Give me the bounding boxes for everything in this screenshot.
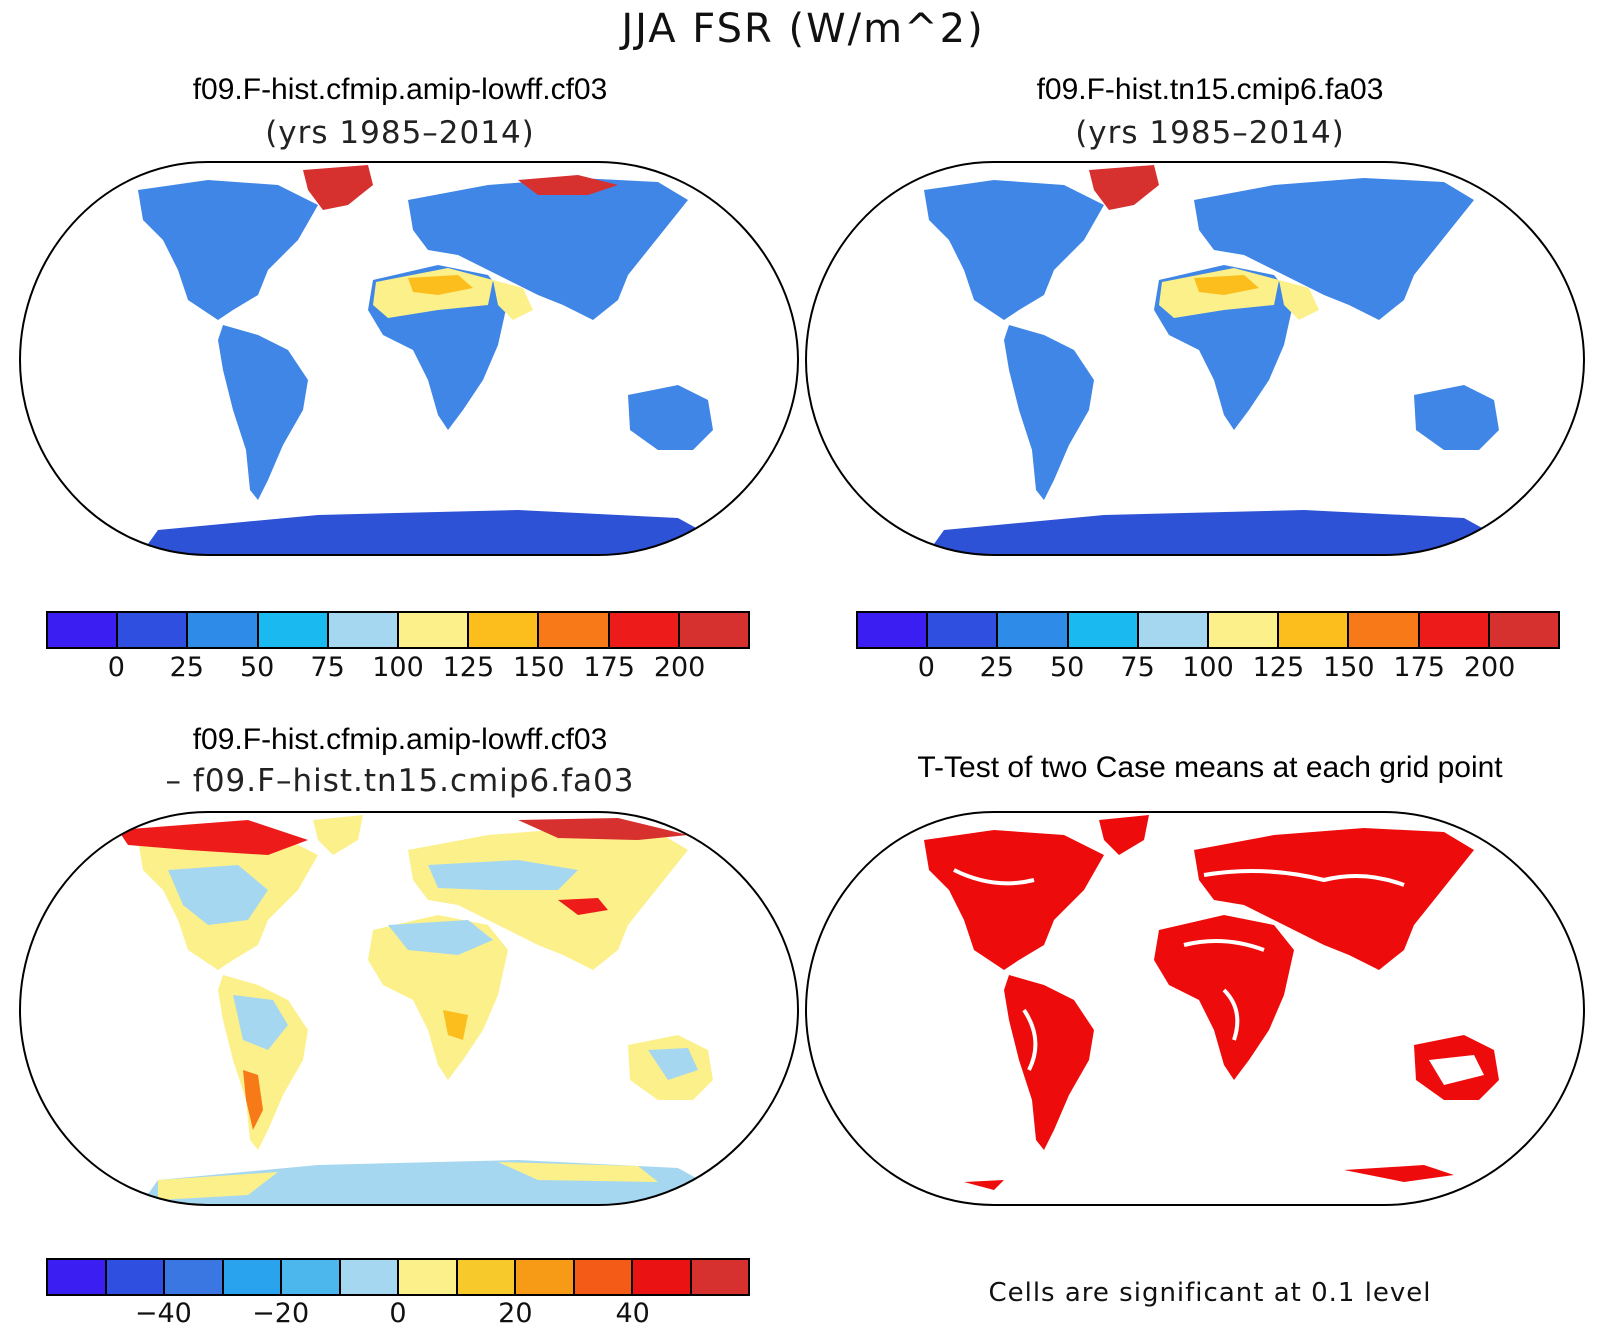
colorbar-tick-label: 25 [169,652,204,683]
colorbar-box [1068,613,1139,647]
colorbar-panel-2-labels: 0 25 50 75 100 125 150 175 200 [856,652,1560,686]
colorbar-box [539,613,610,647]
colorbar-box [118,613,189,647]
colorbar-box [282,1260,341,1294]
colorbar-box [48,613,119,647]
colorbar-box [258,613,329,647]
panel-3-title: f09.F-hist.cfmip.amip-lowff.cf03 [192,723,608,756]
colorbar-box [223,1260,282,1294]
colorbar-box [633,1260,692,1294]
colorbar-tick-label: 0 [107,652,125,683]
panel-2-title: f09.F-hist.tn15.cmip6.fa03 [1036,73,1384,106]
eurasia [408,178,688,320]
colorbar-tick-label: 100 [372,652,424,683]
australia [628,385,713,450]
colorbar-box [165,1260,224,1294]
colorbar-panel-3-labels: −40 −20 0 20 40 [46,1298,750,1332]
colorbar-box [998,613,1069,647]
colorbar-box [858,613,929,647]
colorbar-tick-label: 50 [1050,652,1085,683]
colorbar-tick-label: 175 [583,652,635,683]
colorbar-box [1489,613,1559,647]
colorbar-box [1209,613,1280,647]
colorbar-panel-2 [856,611,1560,649]
map-panel-3 [18,811,800,1206]
colorbar-tick-label: 50 [240,652,275,683]
colorbar-box [469,613,540,647]
colorbar-box [399,613,470,647]
colorbar-tick-label: 150 [1323,652,1375,683]
colorbar-tick-label: 0 [917,652,935,683]
colorbar-tick-label: 75 [1120,652,1155,683]
north-america [138,180,318,320]
colorbar-box [516,1260,575,1294]
antarctica [138,510,718,555]
colorbar-tick-label: 20 [498,1298,533,1329]
colorbar-tick-label: −20 [252,1298,310,1329]
map-panel-1 [18,161,800,556]
colorbar-tick-label: 40 [615,1298,650,1329]
colorbar-box [1279,613,1350,647]
colorbar-panel-3 [46,1258,750,1296]
colorbar-box [679,613,749,647]
colorbar-tick-label: 200 [1463,652,1516,683]
significance-note: Cells are significant at 0.1 level [988,1278,1432,1308]
colorbar-panel-1 [46,611,750,649]
colorbar-box [188,613,259,647]
colorbar-tick-label: −40 [134,1298,192,1329]
colorbar-panel-1-labels: 0 25 50 75 100 125 150 175 200 [46,652,750,686]
colorbar-box [609,613,680,647]
colorbar-box [48,1260,107,1294]
colorbar-tick-label: 100 [1182,652,1234,683]
colorbar-box [691,1260,748,1294]
colorbar-box [106,1260,165,1294]
colorbar-box [1349,613,1420,647]
panel-3-subtitle: – f09.F–hist.tn15.cmip6.fa03 [165,763,635,799]
panel-1-subtitle: (yrs 1985–2014) [265,115,535,151]
colorbar-box [928,613,999,647]
colorbar-tick-label: 175 [1393,652,1445,683]
colorbar-box [1138,613,1210,647]
greenland [303,165,373,210]
colorbar-tick-label: 125 [442,652,495,683]
colorbar-tick-label: 0 [389,1298,407,1329]
colorbar-tick-label: 75 [310,652,345,683]
colorbar-tick-label: 200 [653,652,706,683]
south-america [218,325,308,500]
colorbar-tick-label: 150 [513,652,565,683]
panel-1-title: f09.F-hist.cfmip.amip-lowff.cf03 [192,73,608,106]
colorbar-tick-label: 25 [979,652,1014,683]
map-panel-4 [804,811,1586,1206]
panel-2-subtitle: (yrs 1985–2014) [1075,115,1345,151]
colorbar-box [340,1260,399,1294]
panel-4-title: T-Test of two Case means at each grid po… [917,751,1503,784]
colorbar-box [399,1260,458,1294]
colorbar-box [328,613,400,647]
colorbar-tick-label: 125 [1252,652,1305,683]
colorbar-box [574,1260,633,1294]
colorbar-box [1419,613,1490,647]
map-panel-2 [804,161,1586,556]
colorbar-box [457,1260,516,1294]
figure-title: JJA FSR (W/m^2) [621,6,985,52]
